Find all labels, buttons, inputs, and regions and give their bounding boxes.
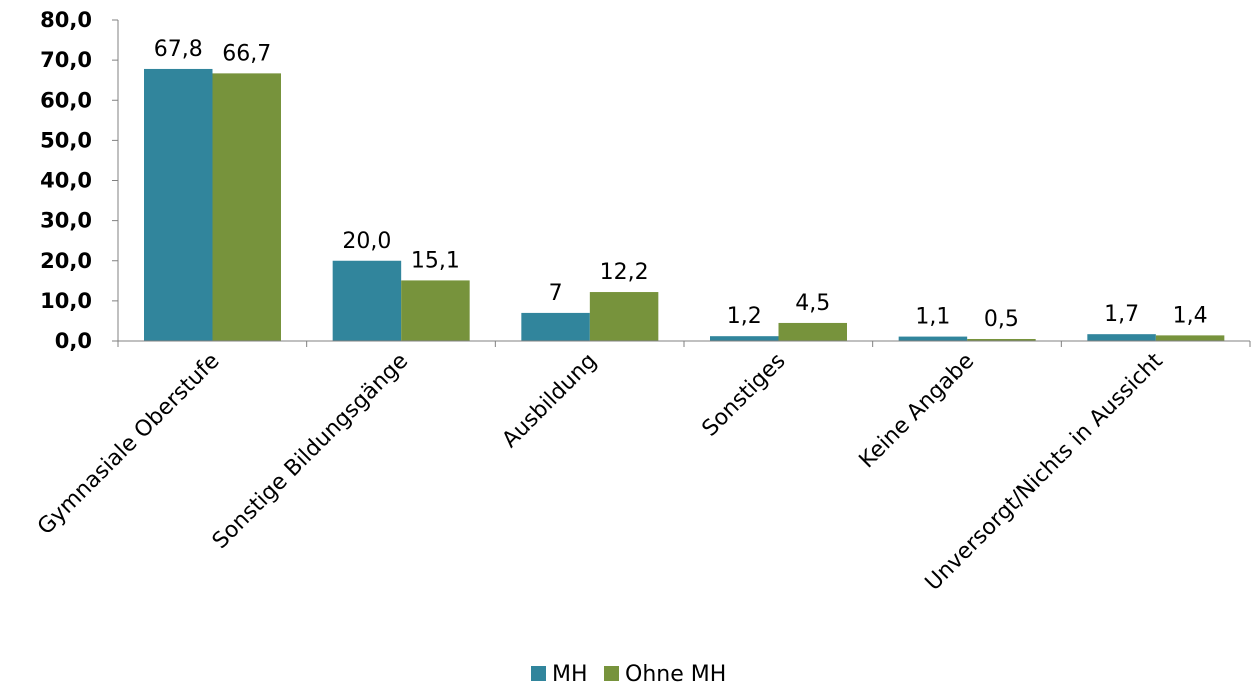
x-category-label: Ausbildung: [498, 349, 602, 453]
y-tick-label: 10,0: [40, 289, 92, 313]
y-tick-label: 30,0: [40, 209, 92, 233]
bars: [144, 68, 1225, 342]
legend-swatch-ohne-mh: [604, 666, 619, 681]
x-category-label: Keine Angabe: [855, 349, 980, 474]
bar-mh-gymnasiale-oberstufe: [144, 68, 213, 341]
bar-ohne-mh-keine-angabe: [967, 338, 1036, 341]
y-tick-label: 60,0: [40, 88, 92, 112]
bar-mh-sonstige-bildungsg-nge: [332, 260, 402, 341]
data-label-mh: 1,2: [727, 304, 762, 329]
data-label-ohne-mh: 66,7: [222, 41, 271, 66]
data-label-ohne-mh: 0,5: [984, 307, 1019, 332]
bar-mh-ausbildung: [521, 312, 590, 341]
bar-ohne-mh-sonstiges: [778, 322, 847, 341]
data-label-mh: 1,7: [1104, 302, 1139, 327]
data-labels: 67,8 20,0 7 1,2 1,1 1,7 66,7 15,1 12,2 4,5 0,5 1,4: [154, 37, 1208, 332]
y-axis: 0,0 10,0 20,0 30,0 40,0 50,0 60,0 70,0 80,0: [40, 8, 119, 353]
legend-swatch-mh: [531, 666, 546, 681]
data-label-ohne-mh: 15,1: [411, 248, 460, 273]
data-label-ohne-mh: 4,5: [795, 291, 830, 316]
y-tick-label: 40,0: [40, 169, 92, 193]
y-tick-label: 80,0: [40, 8, 92, 32]
y-tick-label: 20,0: [40, 249, 92, 273]
legend-label-ohne-mh: Ohne MH: [625, 662, 726, 687]
y-tick-label: 70,0: [40, 48, 92, 72]
x-category-label: Sonstige Bildungsgänge: [208, 349, 413, 554]
y-tick-label: 50,0: [40, 128, 92, 152]
x-category-label: Gymnasiale Oberstufe: [33, 349, 224, 540]
data-label-ohne-mh: 12,2: [600, 260, 649, 285]
bar-ohne-mh-sonstige-bildungsg-nge: [401, 280, 470, 341]
bar-mh-unversorgt-nichts-in-aussicht: [1087, 334, 1156, 341]
data-label-mh: 1,1: [915, 305, 950, 330]
legend: MH Ohne MH: [531, 662, 726, 687]
data-label-mh: 7: [549, 281, 563, 306]
data-label-ohne-mh: 1,4: [1173, 303, 1208, 328]
data-label-mh: 20,0: [342, 229, 391, 254]
bar-mh-sonstiges: [710, 336, 779, 341]
bar-ohne-mh-unversorgt-nichts-in-aussicht: [1155, 335, 1225, 341]
bar-ohne-mh-gymnasiale-oberstufe: [212, 73, 281, 342]
bar-mh-keine-angabe: [898, 336, 968, 341]
data-label-mh: 67,8: [154, 37, 203, 62]
legend-label-mh: MH: [552, 662, 588, 687]
x-category-label: Sonstiges: [698, 349, 791, 442]
bar-ohne-mh-ausbildung: [589, 292, 659, 341]
y-tick-label: 0,0: [55, 329, 92, 353]
